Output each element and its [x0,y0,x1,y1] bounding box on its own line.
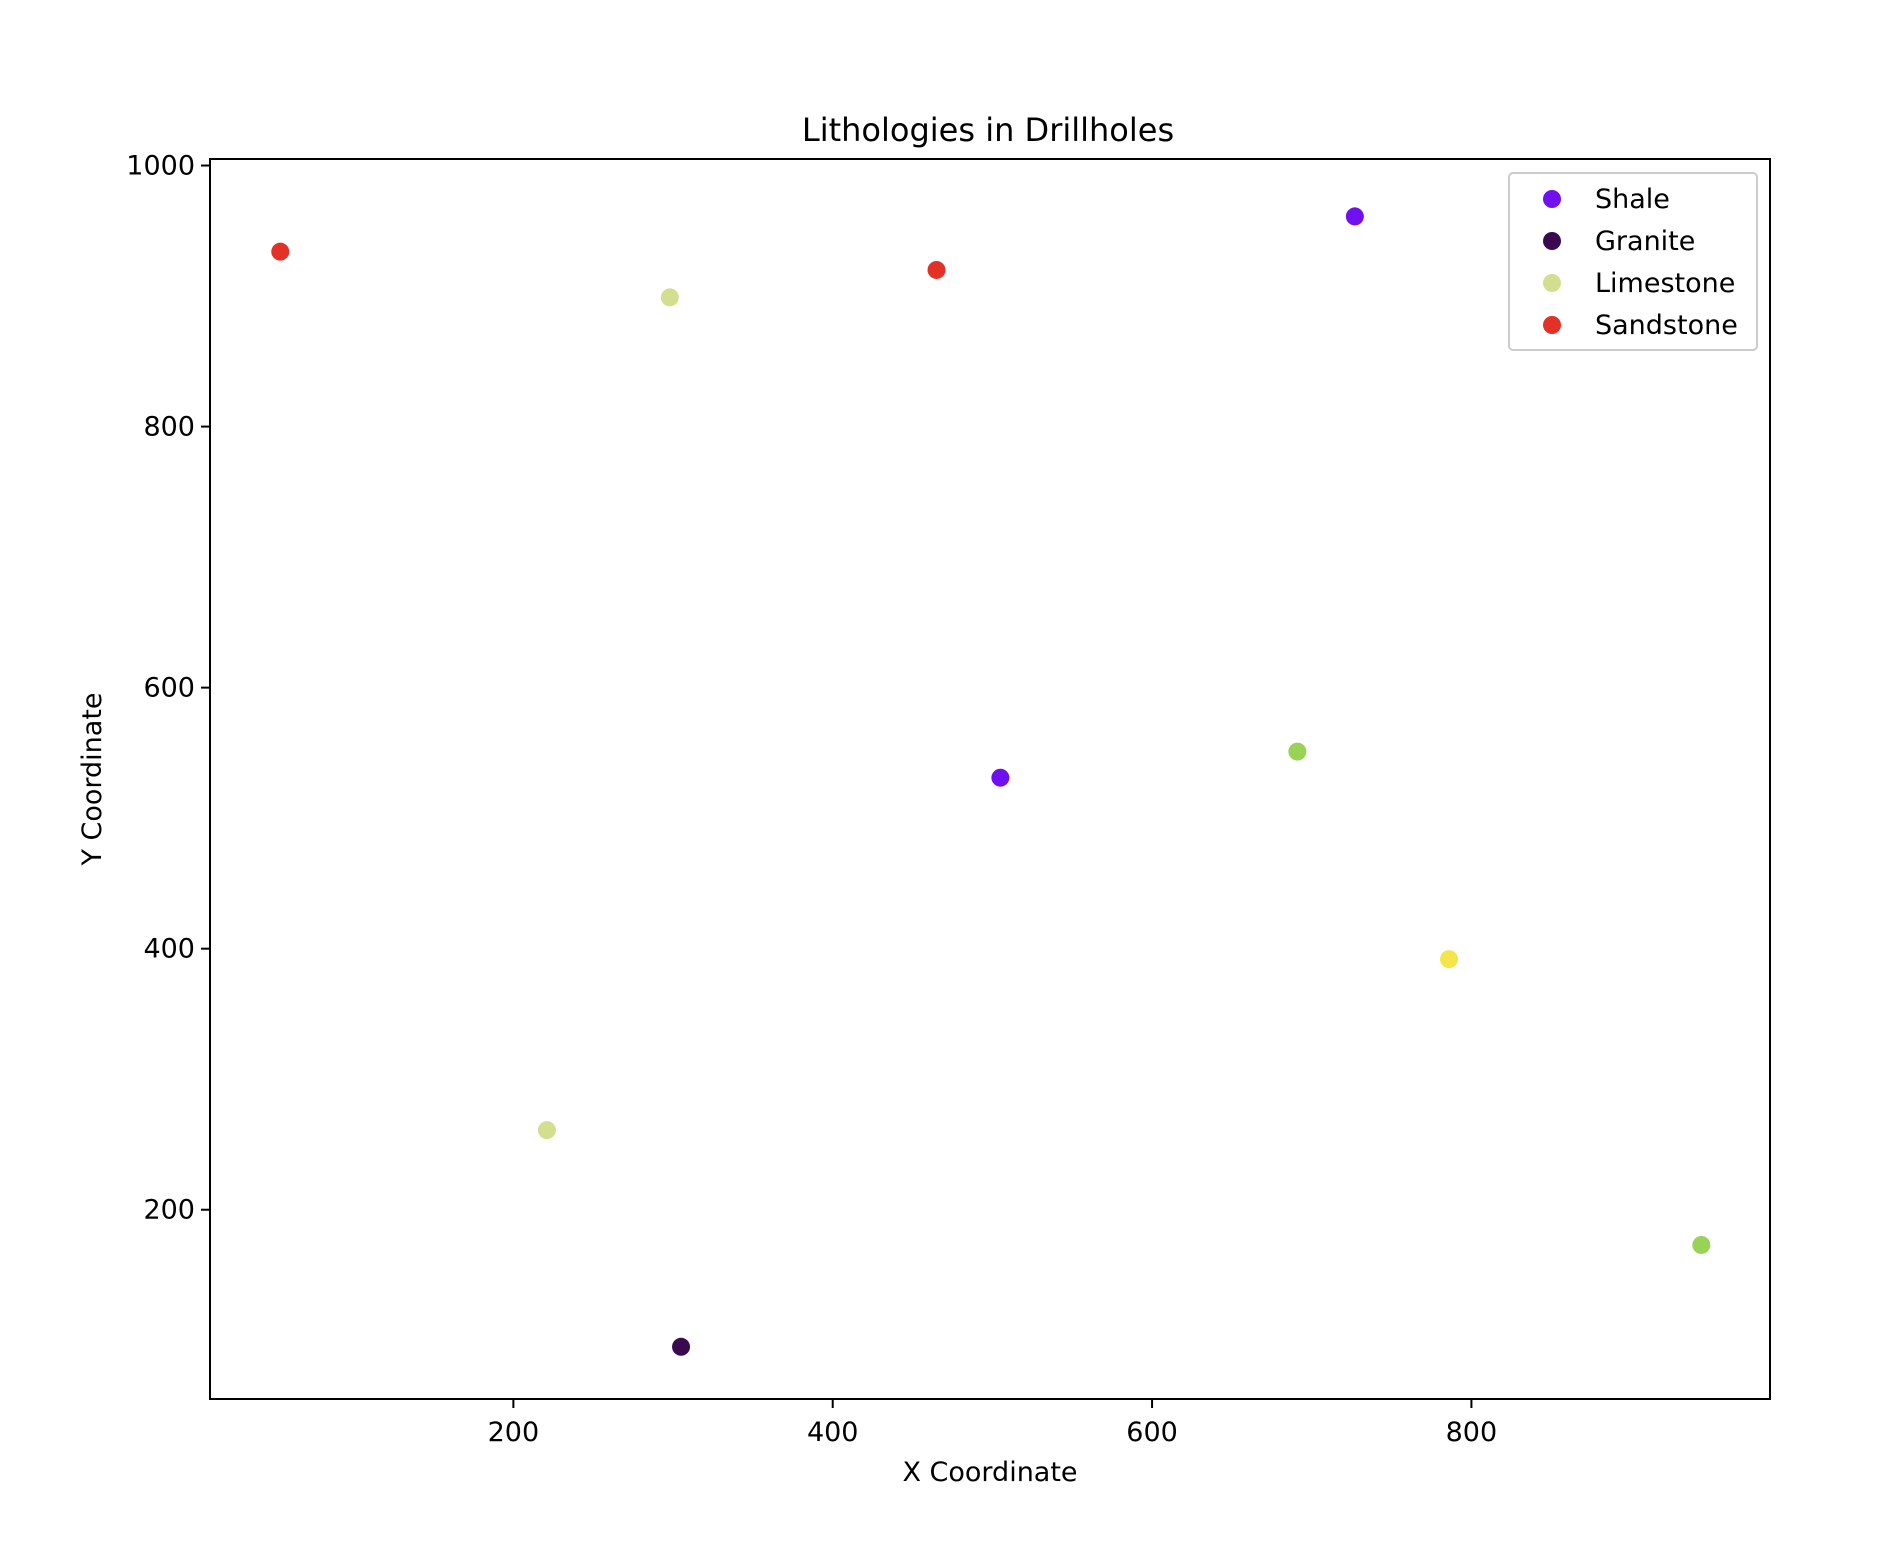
x-tick-label: 800 [1446,1417,1498,1448]
legend-box [1508,172,1758,351]
legend-marker-sandstone [1543,316,1561,334]
plot-area [209,158,1771,1400]
data-point-unlabeled [1288,742,1307,761]
data-point-sandstone [271,242,290,261]
chart-title: Lithologies in Drillholes [802,111,1174,149]
data-point-unlabeled [1692,1235,1711,1254]
data-point-limestone [537,1121,556,1140]
legend-label-limestone: Limestone [1595,268,1735,299]
data-point-shale [1345,207,1364,226]
data-point-limestone [660,288,679,307]
legend-items: Shale Granite Limestone Sandstone [1543,184,1738,341]
legend-label-shale: Shale [1595,184,1670,215]
data-point-shale [991,768,1010,787]
y-tick-label: 1000 [126,151,195,182]
y-tick-label: 800 [143,412,195,443]
legend-marker-limestone [1543,274,1561,292]
legend-label-sandstone: Sandstone [1595,310,1738,341]
legend-marker-shale [1543,190,1561,208]
x-axis-label: X Coordinate [902,1457,1077,1488]
data-point-sandstone [927,260,946,279]
y-tick-label: 600 [143,673,195,704]
y-tick-label: 400 [143,934,195,965]
data-points [271,207,1711,1356]
y-axis: 200 400 600 800 1000 [126,151,210,1226]
data-point-granite [672,1337,691,1356]
y-axis-label: Y Coordinate [77,692,108,866]
x-tick-label: 200 [488,1417,540,1448]
legend-label-granite: Granite [1595,226,1695,257]
legend: Shale Granite Limestone Sandstone [1508,172,1758,351]
data-point-unlabeled [1440,950,1459,969]
x-tick-label: 400 [807,1417,859,1448]
legend-marker-granite [1543,232,1561,250]
x-axis: 200 400 600 800 [488,1399,1498,1448]
x-tick-label: 600 [1126,1417,1178,1448]
y-tick-label: 200 [143,1195,195,1226]
